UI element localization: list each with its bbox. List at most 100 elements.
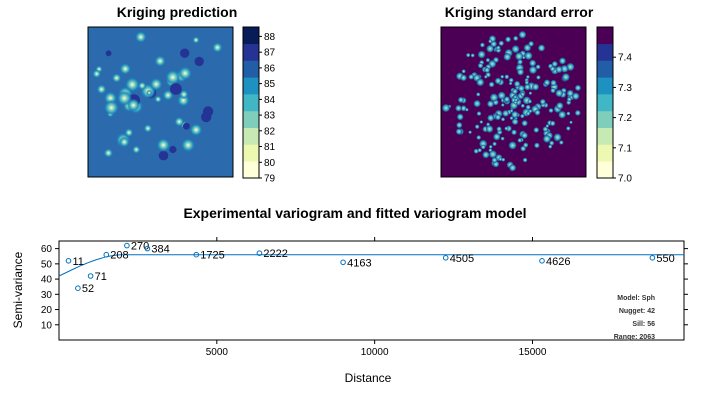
se-low-spot (468, 130, 472, 135)
se-low-spot (514, 52, 524, 61)
se-low-spot (476, 135, 482, 140)
colorbar-band (243, 27, 259, 45)
se-low-spot (511, 88, 519, 95)
prediction-high-spot (156, 138, 171, 152)
prediction-high-spot (154, 55, 166, 67)
se-low-spot (465, 107, 469, 112)
se-low-spot (553, 133, 562, 142)
se-low-spot (455, 104, 462, 112)
colorbar-band (243, 161, 259, 179)
se-low-spot (485, 125, 494, 133)
prediction-high-spot (162, 89, 174, 101)
se-low-spot (461, 69, 466, 74)
prediction-title: Kriging prediction (117, 4, 238, 20)
se-low-spot (503, 52, 512, 62)
prediction-low-spot (158, 150, 169, 161)
colorbar-tick-label: 82 (264, 126, 276, 137)
se-low-spot (518, 30, 527, 39)
se-low-spot (526, 111, 531, 116)
colorbar-tick-label: 87 (264, 48, 276, 59)
variogram-point-label: 71 (95, 271, 107, 283)
colorbar-band (597, 60, 613, 78)
se-low-spot (551, 60, 558, 68)
variogram-point-label: 270 (131, 241, 149, 253)
se-low-spot (527, 99, 533, 104)
se-low-spot (528, 65, 538, 75)
se-low-spot (521, 119, 528, 127)
se-low-spot (502, 109, 510, 117)
colorbar-band (597, 110, 613, 128)
se-low-spot (566, 111, 571, 116)
x-tick-label: 15000 (519, 347, 547, 358)
prediction-high-spot (124, 128, 134, 138)
se-low-spot (511, 129, 518, 136)
colorbar-band (243, 77, 259, 95)
se-low-spot (558, 140, 564, 145)
variogram-point (144, 245, 151, 252)
y-axis-label: Semi-variance (11, 251, 25, 328)
se-low-spot (522, 157, 528, 163)
se-low-spot (534, 109, 541, 116)
se-low-spot (524, 83, 531, 91)
variogram-point-label: 4626 (546, 256, 570, 268)
colorbar-tick-label: 86 (264, 63, 276, 74)
se-low-spot (488, 144, 493, 149)
se-low-spot (511, 118, 519, 126)
se-low-spot (537, 44, 546, 52)
prediction-high-spot (132, 145, 141, 154)
variogram-model-info: Model: Sph Nugget: 42 Sill: 56 Range: 2063 (614, 295, 655, 341)
se-low-spot (477, 50, 486, 59)
variogram-axes: 5000 10000 15000 10 20 30 40 50 60 (41, 237, 688, 358)
se-low-spot (558, 110, 567, 119)
se-low-spot (571, 92, 580, 101)
se-low-spot (486, 100, 495, 108)
colorbar-band (597, 127, 613, 145)
se-low-spot (505, 36, 512, 43)
se-low-spot (503, 96, 511, 103)
prediction-high-spot (181, 138, 196, 153)
se-low-spot (511, 44, 520, 54)
model-info-line: Nugget: 42 (619, 308, 655, 315)
se-low-spot (474, 124, 480, 130)
se-low-spot (470, 53, 475, 58)
se-title: Kriging standard error (445, 4, 594, 20)
se-low-spot (497, 91, 506, 100)
prediction-high-spot (189, 123, 203, 137)
se-low-spot (492, 132, 501, 141)
se-low-spot (508, 164, 517, 172)
prediction-panel: Kriging prediction 79 80 81 82 83 84 85 86 87 88 (87, 4, 276, 185)
colorbar-band (243, 43, 259, 61)
se-low-spot (465, 52, 471, 58)
variogram-point (539, 258, 545, 264)
se-low-spot (548, 144, 553, 149)
se-colorbar-ticks: 7.0 7.1 7.2 7.3 7.4 (613, 53, 632, 185)
y-tick-label: 60 (41, 244, 53, 255)
variogram-point (103, 251, 110, 258)
se-low-spot (494, 114, 502, 121)
prediction-high-spot (149, 77, 163, 91)
se-low-spot (520, 103, 525, 109)
se-low-spot (501, 157, 506, 162)
prediction-high-spot (103, 99, 120, 116)
se-low-spot (479, 42, 485, 48)
se-low-spot (509, 108, 514, 113)
prediction-low-spot (105, 50, 112, 57)
se-low-spot (513, 35, 519, 42)
prediction-high-spot (192, 36, 200, 44)
se-low-spot (548, 107, 554, 114)
se-low-spot (479, 120, 484, 124)
se-low-spot (555, 101, 564, 110)
colorbar-band (243, 110, 259, 128)
prediction-high-spot (119, 63, 132, 75)
se-low-spot (517, 84, 525, 92)
se-low-spot (456, 113, 464, 121)
se-low-spot (528, 40, 535, 47)
variogram-point (649, 254, 656, 261)
se-low-spot (555, 89, 564, 98)
se-low-spot (504, 126, 509, 131)
se-low-spot (484, 66, 491, 74)
se-low-spot (480, 144, 486, 150)
se-low-spot (536, 75, 541, 80)
prediction-hotspots (92, 31, 223, 161)
se-low-spot (549, 66, 556, 72)
